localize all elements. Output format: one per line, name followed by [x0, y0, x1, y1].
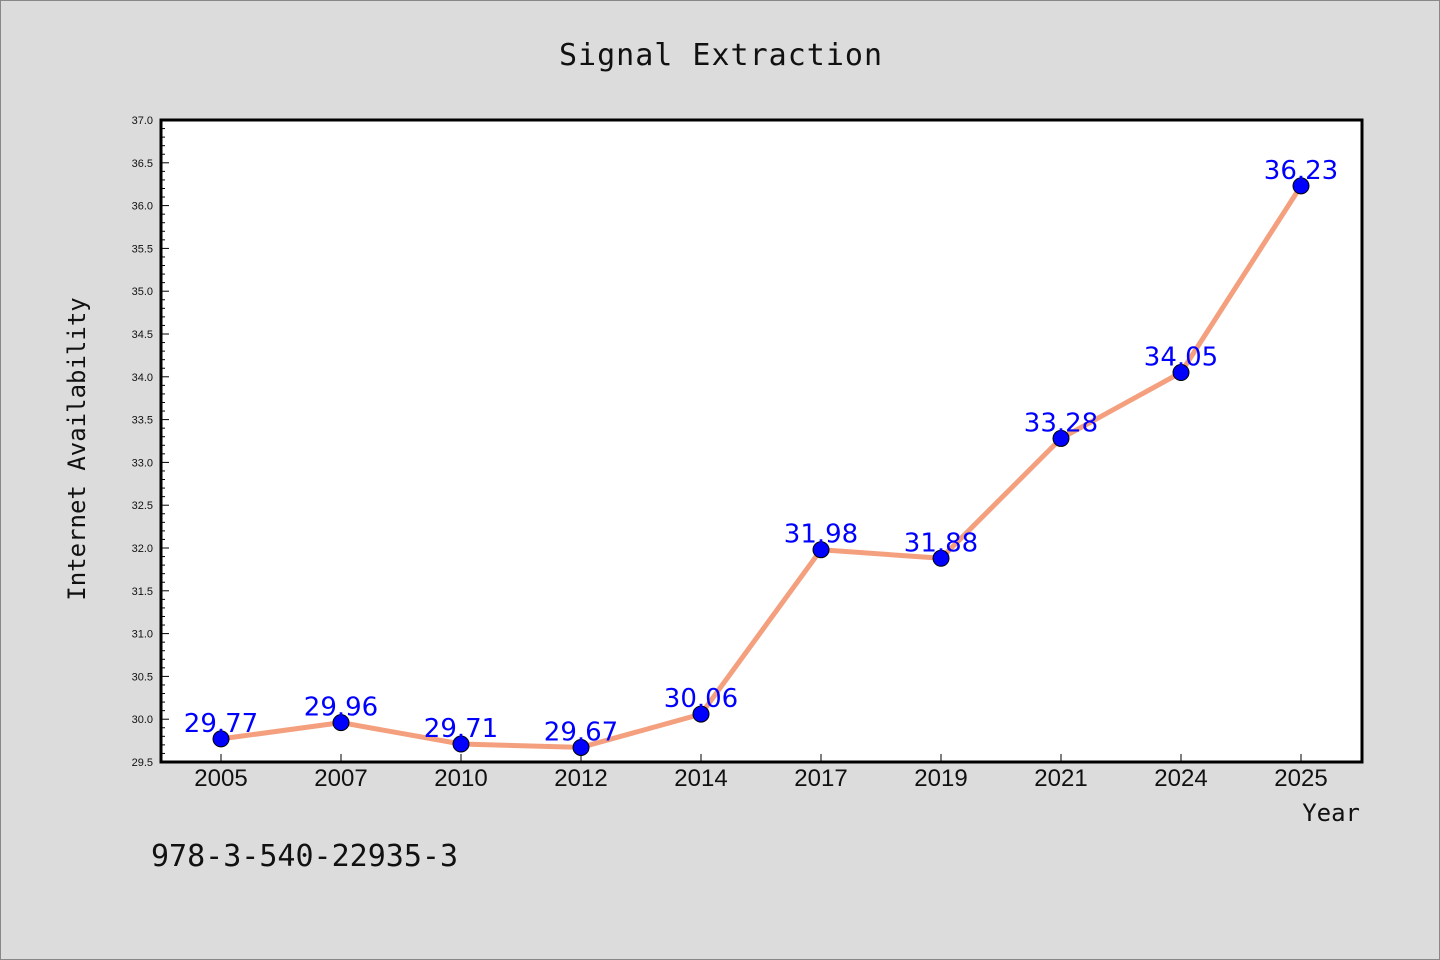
data-point: [452, 735, 470, 753]
data-label: 29.67: [544, 717, 618, 747]
data-point: [692, 705, 710, 723]
x-tick-label: 2021: [1034, 765, 1087, 792]
data-point: [1052, 429, 1070, 447]
y-tick-label: 35.0: [132, 286, 153, 298]
data-point: [932, 549, 950, 567]
data-labels: 29.77 29.96 29.71 29.67 30.06 31.98 31.88 33.28…: [184, 156, 1338, 748]
data-label: 29.77: [184, 709, 258, 739]
y-tick-label: 30.0: [132, 714, 153, 726]
x-tick-label: 2019: [914, 765, 967, 792]
data-point: [212, 730, 230, 748]
data-label: 33.28: [1024, 408, 1098, 438]
data-label: 34.05: [1144, 343, 1218, 373]
x-tick-label: 2012: [554, 765, 607, 792]
data-point: [812, 541, 830, 559]
data-label: 31.88: [904, 528, 978, 558]
x-tick-label: 2005: [194, 765, 247, 792]
x-axis: 2005 2007 2010 2012 2014 2017 2019 2021 2024 2025: [194, 754, 1328, 792]
x-tick-label: 2014: [674, 765, 727, 792]
y-tick-label: 32.5: [132, 500, 153, 512]
y-tick-label: 36.5: [132, 158, 153, 170]
x-axis-label: Year: [1302, 799, 1360, 827]
y-tick-label: 29.5: [132, 757, 153, 769]
y-axis: 29.5 30.0 30.5 31.0 31.5 32.0 32.5 33.0 33.5 34.0…: [132, 115, 169, 769]
isbn-annotation: 978-3-540-22935-3: [151, 839, 458, 874]
x-tick-label: 2017: [794, 765, 847, 792]
y-tick-label: 30.5: [132, 671, 153, 683]
y-tick-label: 32.0: [132, 543, 153, 555]
plot-area: [159, 118, 1364, 764]
series-line: [218, 183, 1304, 750]
data-label: 36.23: [1264, 156, 1338, 186]
y-tick-label: 33.0: [132, 457, 153, 469]
y-tick-label: 34.5: [132, 329, 153, 341]
data-point: [572, 738, 590, 756]
y-tick-label: 35.5: [132, 243, 153, 255]
data-label: 29.96: [304, 693, 378, 723]
y-tick-label: 33.5: [132, 415, 153, 427]
data-point: [332, 714, 350, 732]
x-tick-label: 2025: [1274, 765, 1327, 792]
y-tick-label: 37.0: [132, 115, 153, 127]
y-tick-label: 34.0: [132, 372, 153, 384]
series-markers: [212, 177, 1310, 756]
data-point: [1172, 364, 1190, 382]
x-tick-label: 2024: [1154, 765, 1207, 792]
y-tick-label: 31.5: [132, 586, 153, 598]
data-label: 29.71: [424, 714, 498, 744]
chart-title: Signal Extraction: [559, 38, 883, 73]
data-label: 30.06: [664, 684, 738, 714]
data-point: [1292, 177, 1310, 195]
y-tick-label: 31.0: [132, 629, 153, 641]
data-label: 31.98: [784, 520, 858, 550]
x-tick-label: 2010: [434, 765, 487, 792]
y-axis-label: Internet Availability: [63, 297, 91, 600]
x-tick-label: 2007: [314, 765, 367, 792]
y-tick-label: 36.0: [132, 201, 153, 213]
